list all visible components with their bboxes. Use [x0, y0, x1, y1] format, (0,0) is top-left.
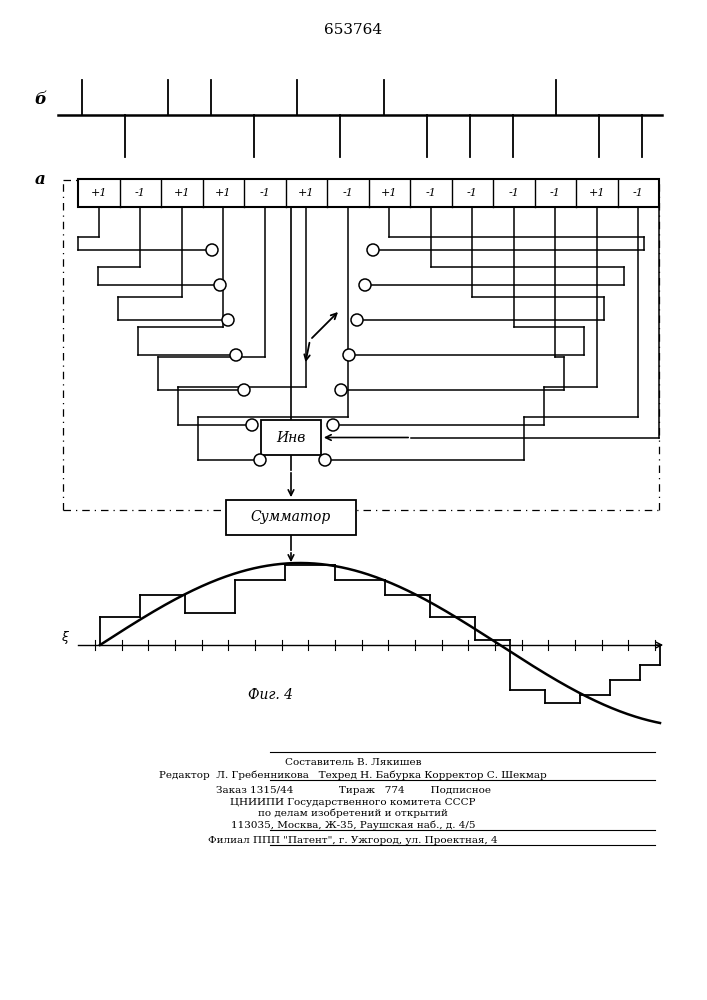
Text: -1: -1: [426, 188, 436, 198]
Text: -1: -1: [259, 188, 270, 198]
Text: 653764: 653764: [324, 23, 382, 37]
Circle shape: [206, 244, 218, 256]
Text: Инв: Инв: [276, 430, 305, 444]
Text: 113035, Москва, Ж-35, Раушская наб., д. 4/5: 113035, Москва, Ж-35, Раушская наб., д. …: [230, 820, 475, 830]
Text: -1: -1: [508, 188, 519, 198]
Text: Редактор  Л. Гребенникова   Техред Н. Бабурка Корректор С. Шекмар: Редактор Л. Гребенникова Техред Н. Бабур…: [159, 770, 547, 780]
Text: по делам изобретений и открытий: по делам изобретений и открытий: [258, 809, 448, 818]
Text: Фиг. 4: Фиг. 4: [247, 688, 293, 702]
Text: б: б: [34, 92, 46, 108]
Text: ЦНИИПИ Государственного комитета СССР: ЦНИИПИ Государственного комитета СССР: [230, 798, 476, 807]
Text: Заказ 1315/44              Тираж   774        Подписное: Заказ 1315/44 Тираж 774 Подписное: [216, 786, 491, 795]
Circle shape: [327, 419, 339, 431]
Text: -1: -1: [135, 188, 146, 198]
Circle shape: [230, 349, 242, 361]
Text: -1: -1: [467, 188, 478, 198]
Circle shape: [359, 279, 371, 291]
Circle shape: [335, 384, 347, 396]
Circle shape: [319, 454, 331, 466]
Text: -1: -1: [550, 188, 561, 198]
Circle shape: [222, 314, 234, 326]
Text: Филиал ППП "Патент", г. Ужгород, ул. Проектная, 4: Филиал ППП "Патент", г. Ужгород, ул. Про…: [208, 836, 498, 845]
Circle shape: [343, 349, 355, 361]
Text: +1: +1: [381, 188, 397, 198]
Bar: [261, 420, 321, 455]
Circle shape: [238, 384, 250, 396]
Text: +1: +1: [90, 188, 107, 198]
Text: ξ: ξ: [62, 631, 69, 644]
Text: а: а: [35, 172, 45, 188]
Text: +1: +1: [298, 188, 315, 198]
Circle shape: [351, 314, 363, 326]
Circle shape: [254, 454, 266, 466]
Text: +1: +1: [588, 188, 605, 198]
Text: +1: +1: [215, 188, 231, 198]
Text: Составитель В. Лякишев: Составитель В. Лякишев: [285, 758, 421, 767]
Text: -1: -1: [342, 188, 354, 198]
Circle shape: [367, 244, 379, 256]
Text: Сумматор: Сумматор: [251, 510, 331, 524]
Text: -1: -1: [633, 188, 643, 198]
Bar: [226, 500, 356, 535]
Circle shape: [246, 419, 258, 431]
Circle shape: [214, 279, 226, 291]
Text: +1: +1: [173, 188, 190, 198]
Bar: [78, 179, 659, 207]
